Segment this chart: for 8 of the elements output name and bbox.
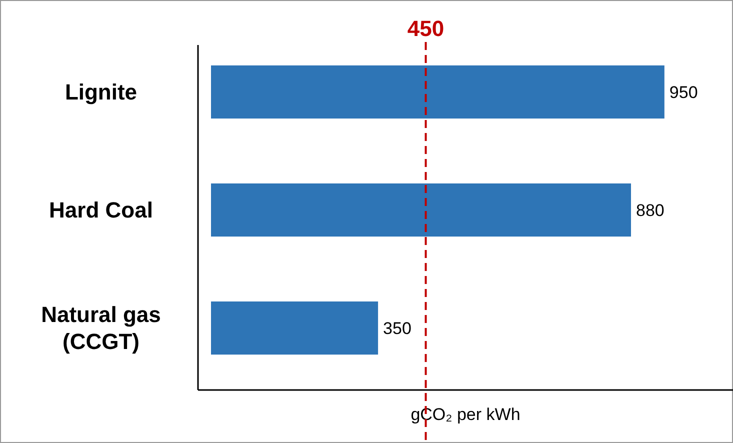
data-label: 350: [383, 318, 412, 338]
y-tick-label: Natural gas (CCGT): [41, 302, 161, 354]
data-label: 950: [669, 82, 698, 102]
y-tick-label: Lignite: [64, 80, 138, 105]
ref-line-label: 450: [407, 16, 444, 41]
x-axis-title: gCO₂ per kWh: [410, 405, 520, 424]
data-label: 880: [636, 200, 664, 220]
y-tick-label: Hard Coal: [49, 198, 153, 223]
